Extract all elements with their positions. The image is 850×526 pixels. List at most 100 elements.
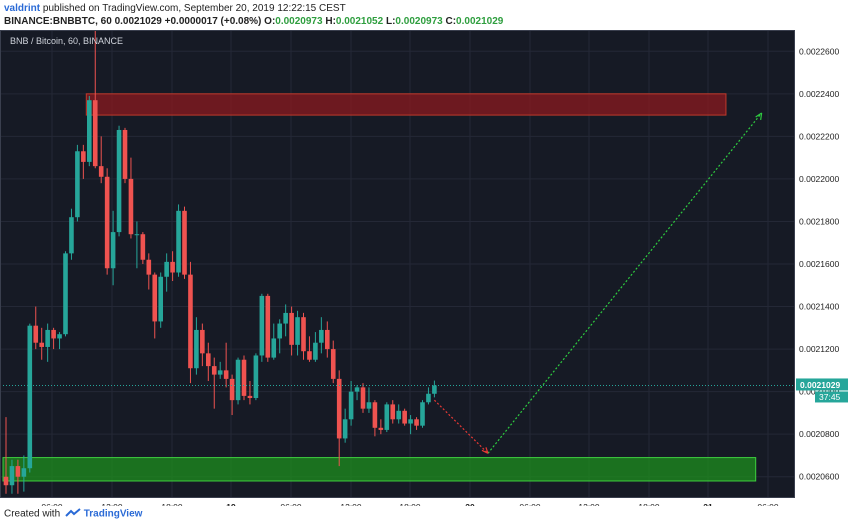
symbol-info: BINANCE:BNBBTC, 60 0.0021029 +0.0000017 … bbox=[4, 16, 503, 27]
candle-down bbox=[360, 387, 366, 409]
candle-up bbox=[63, 253, 68, 335]
open-label: O: bbox=[264, 16, 276, 27]
candle-down bbox=[92, 100, 98, 167]
x-tick-label: 12:00 bbox=[578, 502, 600, 506]
symbol-label: BINANCE:BNBBTC, 60 bbox=[4, 16, 112, 27]
candle-up bbox=[313, 342, 318, 360]
author-link[interactable]: valdrint bbox=[4, 3, 41, 14]
countdown-label: 37:45 bbox=[819, 392, 841, 402]
last-price-badge bbox=[796, 378, 848, 391]
x-tick-label: 12:00 bbox=[101, 502, 123, 506]
candle-up bbox=[396, 410, 401, 420]
candle-up bbox=[283, 312, 288, 324]
candle-down bbox=[104, 176, 110, 269]
y-tick-label: 0.0022000 bbox=[799, 174, 839, 184]
candle-up bbox=[271, 338, 277, 358]
candle-down bbox=[140, 234, 146, 260]
candle-up bbox=[158, 276, 163, 322]
candle-down bbox=[402, 410, 407, 424]
candle-down bbox=[229, 378, 235, 401]
candle-up bbox=[164, 261, 169, 277]
candle-down bbox=[378, 427, 384, 430]
resistance-zone bbox=[85, 93, 727, 116]
candle-up bbox=[116, 129, 122, 233]
candle-down bbox=[414, 419, 419, 426]
price-change: +0.0000017 (+0.08%) bbox=[164, 16, 262, 27]
open-value: 0.0020973 bbox=[275, 16, 323, 27]
candle-up bbox=[253, 355, 259, 399]
candle-up bbox=[319, 329, 324, 343]
candle-down bbox=[188, 274, 193, 369]
y-tick-label: 0.0021800 bbox=[799, 216, 839, 226]
candle-up bbox=[295, 317, 300, 345]
projection-down-arrow-head bbox=[481, 447, 489, 454]
candle-down bbox=[98, 166, 104, 177]
y-tick-label: 0.0021600 bbox=[799, 259, 839, 269]
support-zone bbox=[2, 457, 757, 482]
x-tick-label: 19 bbox=[226, 502, 236, 506]
candle-up bbox=[110, 232, 116, 269]
high-value: 0.0021052 bbox=[335, 16, 384, 27]
candle-down bbox=[247, 395, 253, 399]
y-tick-label: 0.0020800 bbox=[799, 429, 839, 439]
candle-down bbox=[301, 317, 306, 352]
y-tick-label: 0.0021400 bbox=[799, 302, 839, 312]
footer: Created with TradingView bbox=[4, 508, 142, 520]
price-chart[interactable]: 0.00206000.00208000.00210000.00212000.00… bbox=[0, 30, 850, 506]
candle-down bbox=[146, 259, 152, 275]
candle-down bbox=[51, 329, 56, 339]
candle-up bbox=[134, 234, 140, 236]
candle-up bbox=[45, 329, 50, 347]
candle-down bbox=[330, 349, 336, 379]
candle-up bbox=[176, 210, 181, 273]
candle-down bbox=[170, 261, 175, 273]
y-tick-label: 0.0022600 bbox=[799, 46, 839, 56]
candle-down bbox=[265, 295, 271, 358]
x-tick-label: 18:00 bbox=[399, 502, 421, 506]
candle-down bbox=[39, 342, 44, 347]
candle-up bbox=[87, 100, 92, 162]
candle-down bbox=[81, 151, 86, 162]
candle-down bbox=[128, 178, 134, 235]
candle-down bbox=[307, 351, 312, 360]
x-tick-label: 20 bbox=[465, 502, 475, 506]
projection-arrow-head bbox=[755, 112, 763, 121]
candle-up bbox=[57, 334, 62, 339]
projection-down-line bbox=[433, 399, 489, 454]
created-with-text: Created with bbox=[4, 508, 61, 520]
candle-down bbox=[336, 378, 342, 439]
candle-down bbox=[3, 476, 9, 486]
candle-down bbox=[182, 210, 187, 275]
y-tick-label: 0.0022400 bbox=[799, 89, 839, 99]
last-price-badge-label: 0.0021029 bbox=[800, 380, 840, 390]
candle-down bbox=[223, 370, 229, 379]
countdown-badge bbox=[815, 391, 848, 403]
tradingview-brand[interactable]: TradingView bbox=[83, 508, 143, 520]
candle-up bbox=[27, 325, 33, 469]
candle-up bbox=[21, 468, 27, 477]
candle-down bbox=[206, 353, 211, 367]
tradingview-logo-icon bbox=[65, 508, 81, 520]
close-value: 0.0021029 bbox=[456, 16, 504, 27]
candle-down bbox=[15, 466, 21, 477]
x-tick-label: 06:00 bbox=[757, 502, 779, 506]
candle-down bbox=[241, 359, 247, 396]
x-tick-label: 06:00 bbox=[41, 502, 63, 506]
x-tick-label: 21 bbox=[703, 502, 713, 506]
candle-up bbox=[384, 404, 390, 430]
x-tick-label: 18:00 bbox=[161, 502, 183, 506]
candle-down bbox=[289, 312, 294, 345]
candle-down bbox=[33, 325, 39, 343]
candle-up bbox=[235, 359, 241, 401]
x-tick-label: 06:00 bbox=[519, 502, 541, 506]
last-price: 0.0021029 bbox=[114, 16, 162, 27]
candle-up bbox=[354, 387, 360, 392]
candle-down bbox=[211, 366, 217, 375]
chart-title: BNB / Bitcoin, 60, BINANCE bbox=[10, 36, 123, 46]
candle-up bbox=[342, 419, 348, 439]
candle-down bbox=[152, 274, 158, 322]
candle-down bbox=[325, 329, 330, 350]
x-tick-label: 12:00 bbox=[340, 502, 362, 506]
y-tick-label: 0.0022200 bbox=[799, 131, 839, 141]
low-value: 0.0020973 bbox=[395, 16, 443, 27]
